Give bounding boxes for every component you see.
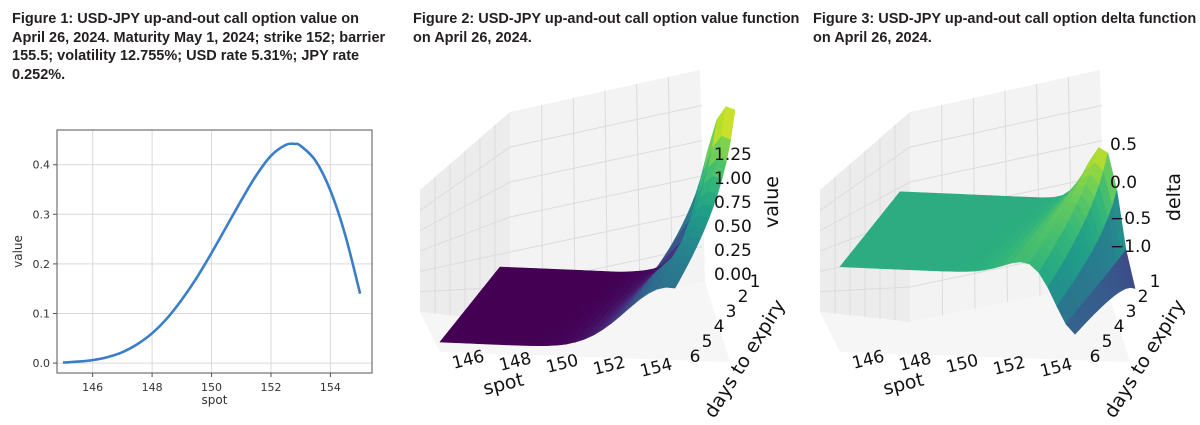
value-axis-label: value bbox=[761, 176, 783, 228]
value-tick-label: 0.75 bbox=[714, 193, 752, 213]
y-tick-label: 0.4 bbox=[33, 159, 51, 172]
pane-gridline bbox=[819, 286, 911, 293]
days-tick-label: 3 bbox=[1126, 302, 1137, 322]
value-surface bbox=[439, 106, 736, 346]
days-tick-label: 4 bbox=[1114, 317, 1125, 337]
delta-tick-label: 0.0 bbox=[1110, 173, 1137, 193]
surface-patch bbox=[721, 106, 736, 140]
days-tick-label: 4 bbox=[714, 317, 725, 337]
delta-tick-label: 0.5 bbox=[1110, 135, 1137, 155]
y-tick-label: 0.1 bbox=[33, 307, 51, 320]
plot-frame bbox=[56, 129, 373, 374]
days-tick-label: 1 bbox=[1150, 272, 1161, 292]
spot-axis-label: spot bbox=[481, 369, 526, 400]
x-tick-label: 152 bbox=[260, 381, 281, 394]
value-line bbox=[62, 142, 362, 364]
x-tick-label: 154 bbox=[320, 381, 341, 394]
figure-2-panel: Figure 2: USD-JPY up-and-out call option… bbox=[400, 0, 800, 425]
y-axis-label: value bbox=[11, 235, 25, 268]
figure-2-caption: Figure 2: USD-JPY up-and-out call option… bbox=[413, 11, 800, 46]
days-tick-label: 6 bbox=[1090, 347, 1101, 367]
days-tick-label: 3 bbox=[726, 302, 737, 322]
plot-area bbox=[57, 130, 372, 373]
x-axis-label: spot bbox=[202, 393, 228, 407]
x-tick-label: 146 bbox=[82, 381, 103, 394]
figure-1-panel: Figure 1: USD-JPY up-and-out call option… bbox=[0, 0, 400, 425]
value-tick-label: 1.25 bbox=[714, 145, 752, 165]
y-tick-label: 0.3 bbox=[33, 208, 51, 221]
y-tick-label: 0.2 bbox=[33, 258, 51, 271]
value-tick-label: 1.00 bbox=[714, 169, 752, 189]
pane-gridline bbox=[509, 210, 703, 253]
x-tick-label: 148 bbox=[142, 381, 163, 394]
value-tick-label: 0.25 bbox=[714, 241, 752, 261]
days-tick-label: 5 bbox=[702, 332, 713, 352]
days-tick-label: 2 bbox=[1138, 287, 1149, 307]
figure-3-caption: Figure 3: USD-JPY up-and-out call option… bbox=[813, 11, 1197, 46]
figure-3-panel: Figure 3: USD-JPY up-and-out call option… bbox=[800, 0, 1200, 425]
days-tick-label: 2 bbox=[738, 287, 749, 307]
delta-tick-label: −0.5 bbox=[1110, 209, 1151, 229]
figure-1-caption: Figure 1: USD-JPY up-and-out call option… bbox=[12, 11, 386, 83]
pane-gridline bbox=[909, 104, 1103, 148]
x-tick-label: 150 bbox=[201, 381, 222, 394]
days-tick-label: 1 bbox=[750, 272, 761, 292]
surface-patch bbox=[1121, 249, 1136, 289]
floor-pane bbox=[820, 282, 1130, 362]
days-tick-label: 6 bbox=[690, 347, 701, 367]
y-tick-label: 0.0 bbox=[33, 357, 51, 370]
value-tick-label: 0.00 bbox=[714, 265, 752, 285]
spot-axis-label: spot bbox=[881, 369, 926, 400]
figure-1-line-chart: 146 148 150 152 154 0.0 0.1 0.2 0.3 0.4 spot value bbox=[11, 129, 373, 407]
pane-gridline bbox=[509, 104, 703, 148]
pane-gridlines bbox=[419, 76, 703, 321]
delta-axis-label: delta bbox=[1163, 173, 1185, 221]
delta-tick-label: −1.0 bbox=[1110, 237, 1151, 257]
delta-surface bbox=[839, 147, 1136, 335]
value-tick-label: 0.50 bbox=[714, 217, 752, 237]
days-tick-label: 5 bbox=[1102, 332, 1113, 352]
